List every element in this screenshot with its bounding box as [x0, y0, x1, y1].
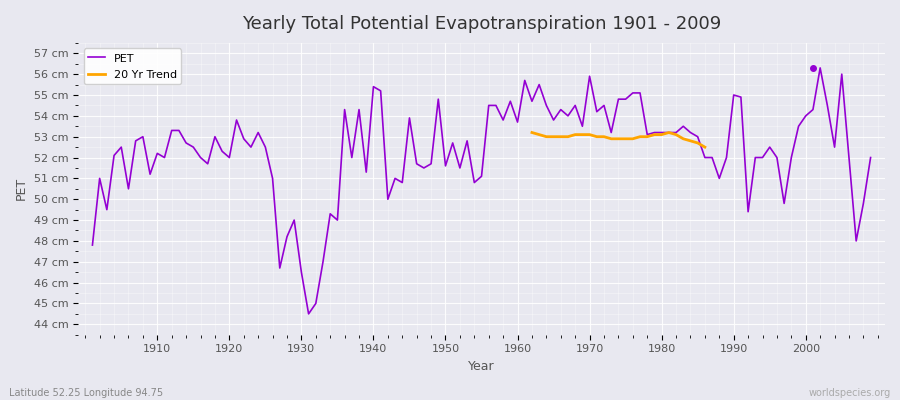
20 Yr Trend: [685, 138, 696, 143]
PET: [87, 243, 98, 248]
20 Yr Trend: [634, 134, 645, 139]
20 Yr Trend: [584, 132, 595, 137]
20 Yr Trend: [591, 134, 602, 139]
20 Yr Trend: [606, 136, 616, 141]
20 Yr Trend: [656, 132, 667, 137]
20 Yr Trend: [526, 130, 537, 135]
20 Yr Trend: [577, 132, 588, 137]
20 Yr Trend: [534, 132, 544, 137]
Y-axis label: PET: PET: [15, 177, 28, 200]
PET: [519, 78, 530, 83]
20 Yr Trend: [642, 134, 652, 139]
X-axis label: Year: Year: [468, 360, 495, 373]
PET: [310, 301, 321, 306]
20 Yr Trend: [699, 145, 710, 150]
20 Yr Trend: [692, 140, 703, 145]
20 Yr Trend: [541, 134, 552, 139]
20 Yr Trend: [678, 136, 688, 141]
20 Yr Trend: [620, 136, 631, 141]
20 Yr Trend: [649, 132, 660, 137]
Title: Yearly Total Potential Evapotranspiration 1901 - 2009: Yearly Total Potential Evapotranspiratio…: [242, 15, 721, 33]
PET: [145, 172, 156, 177]
Text: Latitude 52.25 Longitude 94.75: Latitude 52.25 Longitude 94.75: [9, 388, 163, 398]
20 Yr Trend: [598, 134, 609, 139]
PET: [303, 312, 314, 316]
PET: [512, 120, 523, 124]
20 Yr Trend: [663, 130, 674, 135]
Line: PET: PET: [93, 68, 870, 314]
20 Yr Trend: [613, 136, 624, 141]
Legend: PET, 20 Yr Trend: PET, 20 Yr Trend: [84, 48, 181, 84]
PET: [814, 66, 825, 70]
20 Yr Trend: [670, 132, 681, 137]
Text: worldspecies.org: worldspecies.org: [809, 388, 891, 398]
PET: [354, 107, 364, 112]
PET: [606, 130, 616, 135]
20 Yr Trend: [562, 134, 573, 139]
20 Yr Trend: [548, 134, 559, 139]
Line: 20 Yr Trend: 20 Yr Trend: [532, 132, 705, 147]
PET: [865, 155, 876, 160]
20 Yr Trend: [627, 136, 638, 141]
20 Yr Trend: [570, 132, 580, 137]
20 Yr Trend: [555, 134, 566, 139]
